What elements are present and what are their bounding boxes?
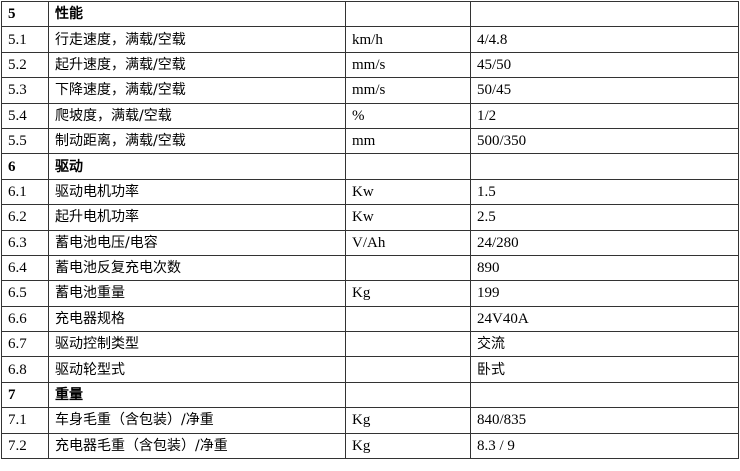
value-cell: 24V40A (470, 305, 739, 333)
table-row: 6.1 驱动电机功率 Kw 1.5 (1, 178, 739, 206)
row-number-cell: 6.1 (1, 178, 49, 206)
value-cell: 24/280 (470, 229, 739, 256)
unit-cell: Kw (345, 178, 471, 206)
table-row: 5.5 制动距离，满载/空载 mm 500/350 (1, 127, 739, 155)
item-name-cell: 充电器毛重（含包装）/净重 (48, 432, 346, 460)
item-name-cell: 蓄电池重量 (48, 280, 346, 307)
unit-cell: Kg (345, 407, 471, 434)
item-name-cell: 下降速度，满载/空载 (48, 77, 346, 104)
table-row: 7.1 车身毛重（含包装）/净重 Kg 840/835 (1, 407, 739, 434)
section-row: 7 重量 (1, 381, 739, 409)
row-number-cell: 6.3 (1, 229, 49, 256)
item-name-cell: 驱动电机功率 (48, 178, 346, 206)
row-number-cell: 6.8 (1, 356, 49, 383)
value-cell: 890 (470, 254, 739, 282)
item-name-cell: 行走速度，满载/空载 (48, 26, 346, 53)
item-name-cell: 车身毛重（含包装）/净重 (48, 407, 346, 434)
table-row: 6.5 蓄电池重量 Kg 199 (1, 280, 739, 307)
unit-cell (345, 0, 471, 28)
value-cell (470, 0, 739, 28)
item-name-cell: 性能 (48, 0, 346, 28)
row-number-cell: 7 (1, 381, 49, 409)
row-number-cell: 5.2 (1, 51, 49, 79)
value-cell: 8.3 / 9 (470, 432, 739, 460)
unit-cell (345, 356, 471, 383)
value-cell: 1.5 (470, 178, 739, 206)
unit-cell (345, 254, 471, 282)
table-row: 6.6 充电器规格 24V40A (1, 305, 739, 333)
unit-cell: % (345, 102, 471, 129)
section-row: 5 性能 (1, 0, 739, 28)
unit-cell (345, 381, 471, 409)
row-number-cell: 5.1 (1, 26, 49, 53)
unit-cell: mm/s (345, 77, 471, 104)
value-cell: 2.5 (470, 204, 739, 231)
section-row: 6 驱动 (1, 153, 739, 180)
unit-cell: mm (345, 127, 471, 155)
item-name-cell: 重量 (48, 381, 346, 409)
row-number-cell: 6.5 (1, 280, 49, 307)
item-name-cell: 蓄电池反复充电次数 (48, 254, 346, 282)
unit-cell: Kg (345, 280, 471, 307)
value-cell: 交流 (470, 331, 739, 358)
table-row: 6.4 蓄电池反复充电次数 890 (1, 254, 739, 282)
table-row: 7.2 充电器毛重（含包装）/净重 Kg 8.3 / 9 (1, 432, 739, 460)
table-row: 6.2 起升电机功率 Kw 2.5 (1, 204, 739, 231)
item-name-cell: 驱动 (48, 153, 346, 180)
unit-cell: V/Ah (345, 229, 471, 256)
value-cell (470, 381, 739, 409)
item-name-cell: 爬坡度，满载/空载 (48, 102, 346, 129)
row-number-cell: 5.4 (1, 102, 49, 129)
value-cell: 500/350 (470, 127, 739, 155)
row-number-cell: 5.5 (1, 127, 49, 155)
row-number-cell: 6.7 (1, 331, 49, 358)
row-number-cell: 6 (1, 153, 49, 180)
unit-cell: Kg (345, 432, 471, 460)
value-cell (470, 153, 739, 180)
row-number-cell: 7.1 (1, 407, 49, 434)
unit-cell (345, 153, 471, 180)
table-row: 6.3 蓄电池电压/电容 V/Ah 24/280 (1, 229, 739, 256)
value-cell: 45/50 (470, 51, 739, 79)
spec-table: 5 性能 5.1 行走速度，满载/空载 km/h 4/4.8 5.2 起升速度，满载/空载 mm… (1, 0, 739, 460)
item-name-cell: 起升速度，满载/空载 (48, 51, 346, 79)
item-name-cell: 蓄电池电压/电容 (48, 229, 346, 256)
unit-cell (345, 305, 471, 333)
item-name-cell: 驱动控制类型 (48, 331, 346, 358)
unit-cell: mm/s (345, 51, 471, 79)
item-name-cell: 制动距离，满载/空载 (48, 127, 346, 155)
value-cell: 199 (470, 280, 739, 307)
value-cell: 50/45 (470, 77, 739, 104)
table-row: 6.7 驱动控制类型 交流 (1, 331, 739, 358)
item-name-cell: 起升电机功率 (48, 204, 346, 231)
value-cell: 1/2 (470, 102, 739, 129)
table-row: 5.1 行走速度，满载/空载 km/h 4/4.8 (1, 26, 739, 53)
value-cell: 卧式 (470, 356, 739, 383)
table-row: 5.4 爬坡度，满载/空载% 1/2 (1, 102, 739, 129)
row-number-cell: 7.2 (1, 432, 49, 460)
table-row: 5.2 起升速度，满载/空载 mm/s 45/50 (1, 51, 739, 79)
table-row: 6.8 驱动轮型式 卧式 (1, 356, 739, 383)
unit-cell: km/h (345, 26, 471, 53)
item-name-cell: 充电器规格 (48, 305, 346, 333)
unit-cell: Kw (345, 204, 471, 231)
table-row: 5.3 下降速度，满载/空载 mm/s 50/45 (1, 77, 739, 104)
row-number-cell: 6.4 (1, 254, 49, 282)
row-number-cell: 5.3 (1, 77, 49, 104)
value-cell: 4/4.8 (470, 26, 739, 53)
value-cell: 840/835 (470, 407, 739, 434)
row-number-cell: 6.6 (1, 305, 49, 333)
row-number-cell: 6.2 (1, 204, 49, 231)
unit-cell (345, 331, 471, 358)
item-name-cell: 驱动轮型式 (48, 356, 346, 383)
row-number-cell: 5 (1, 0, 49, 28)
